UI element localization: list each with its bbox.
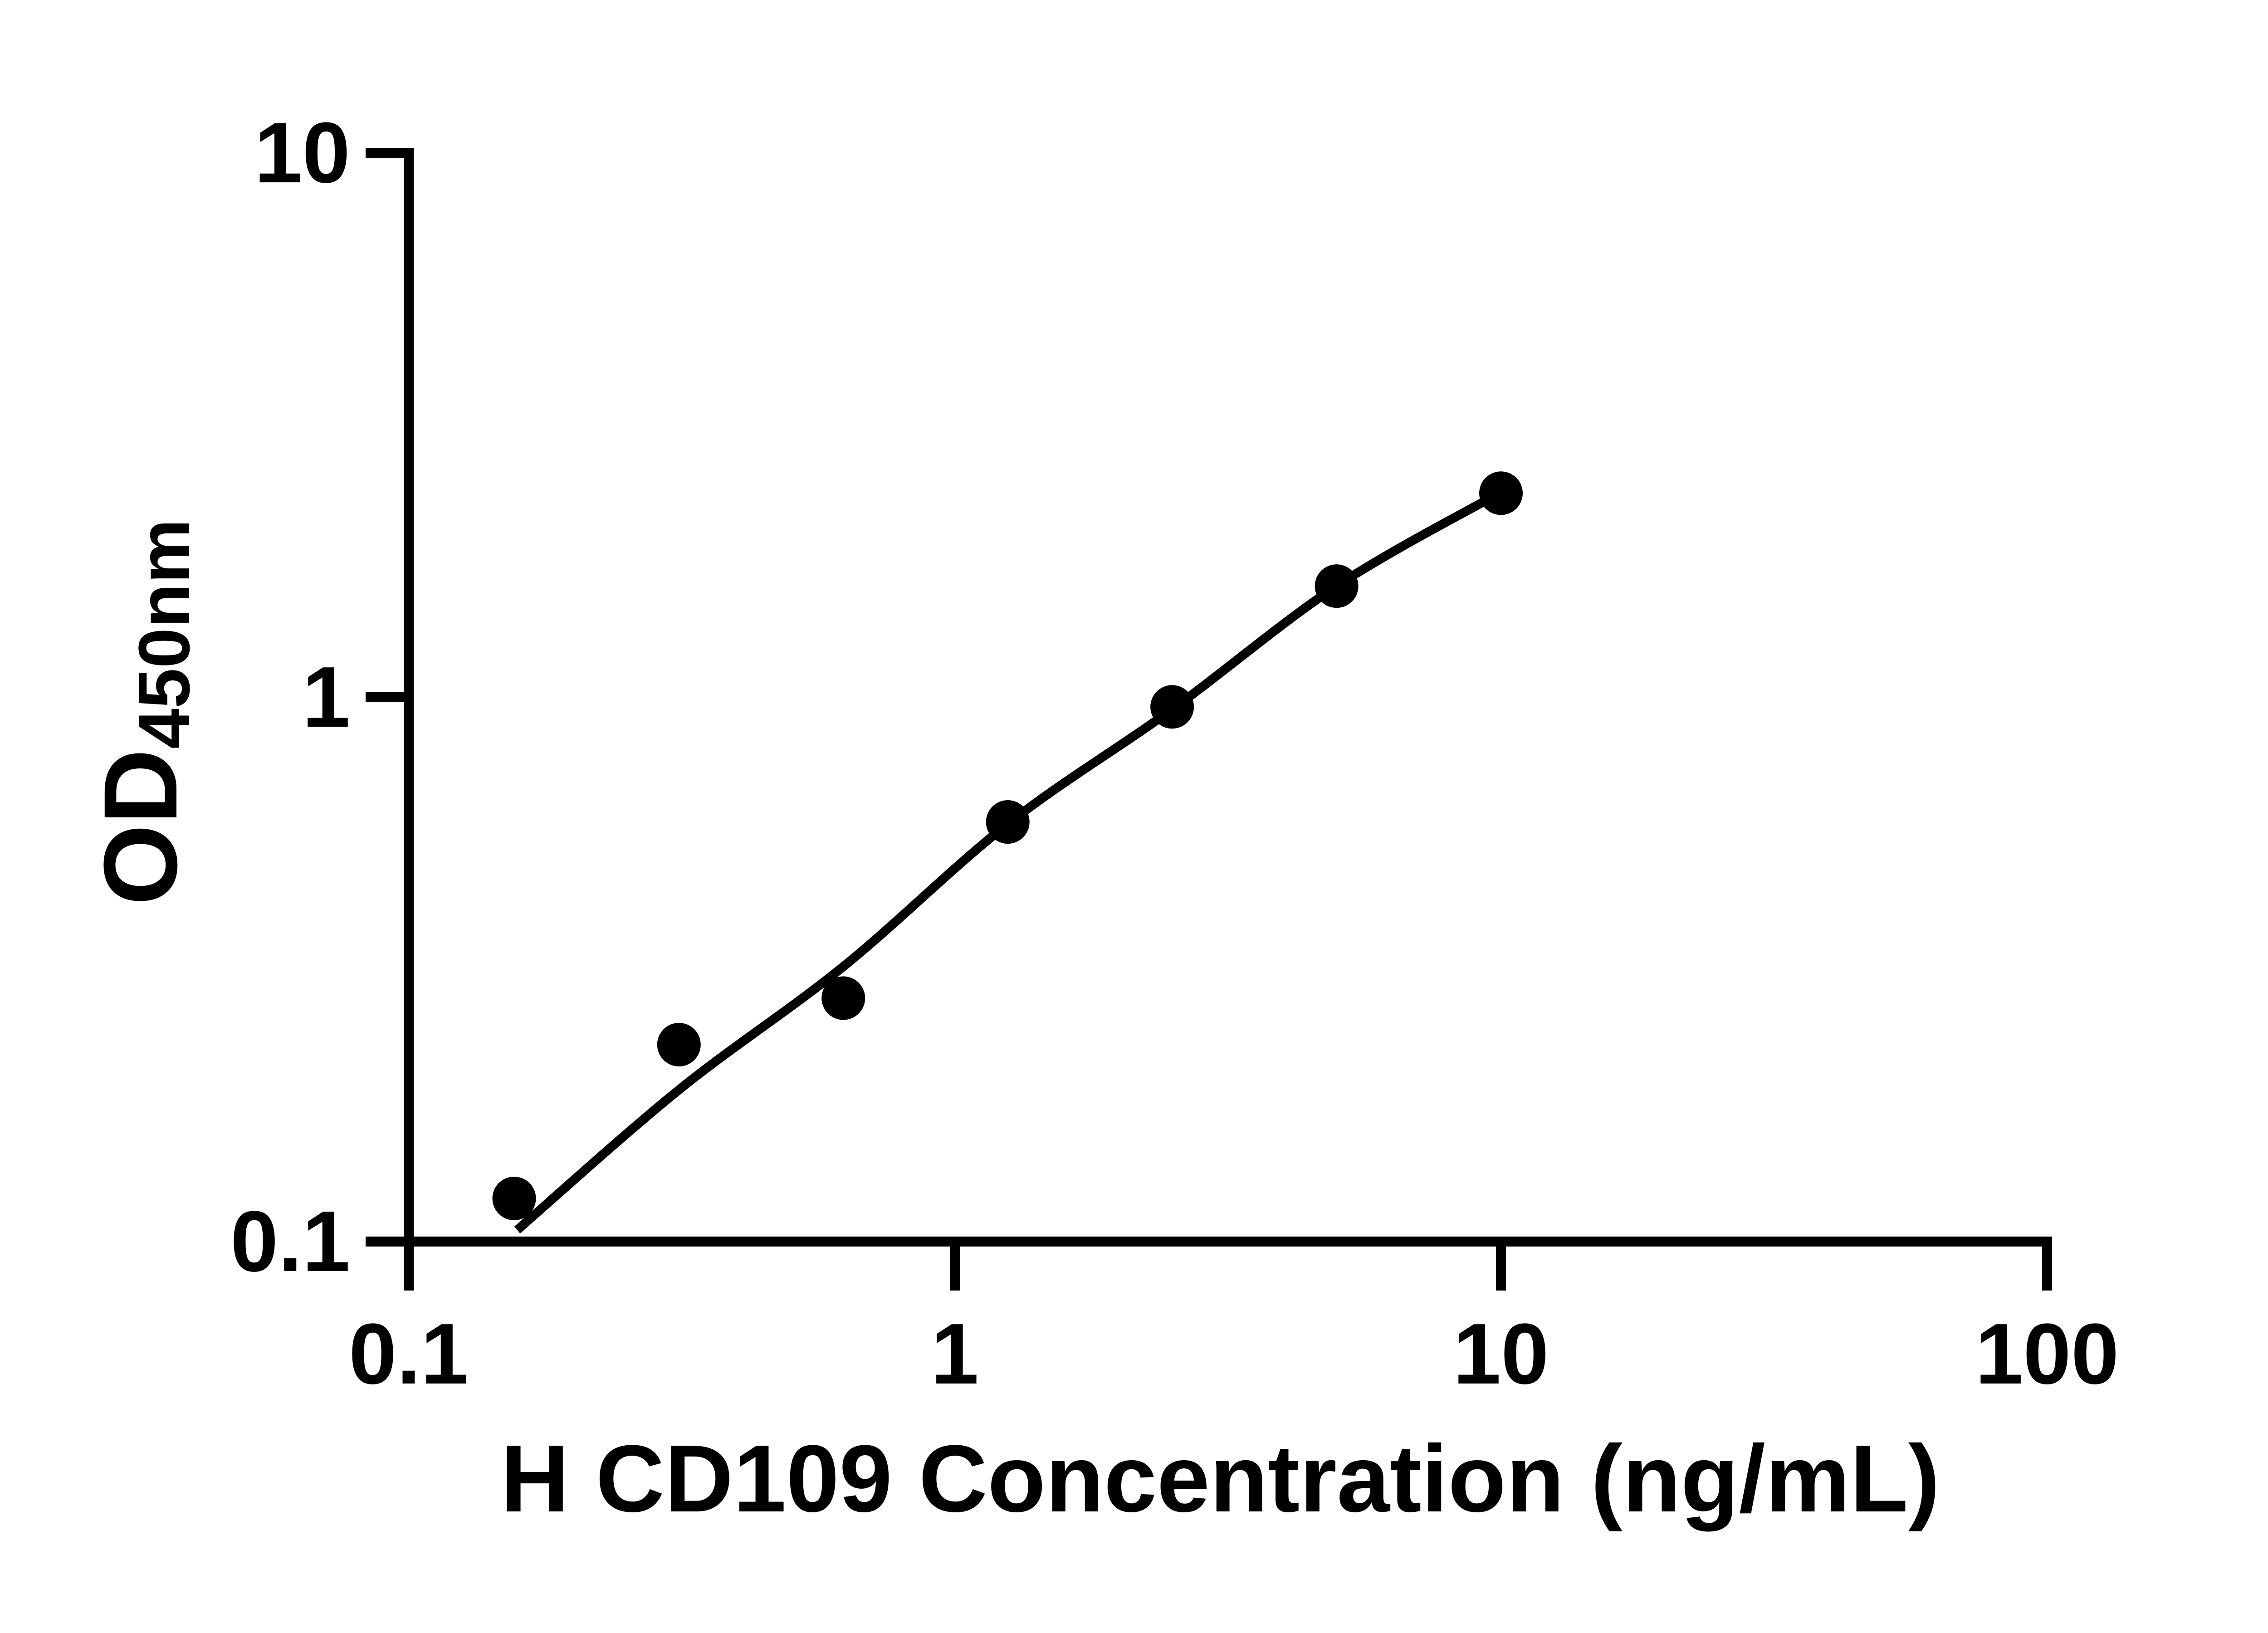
x-tick-0.1 — [404, 1247, 414, 1291]
x-tick-label: 1 — [931, 1306, 979, 1402]
data-point — [821, 976, 865, 1020]
x-tick-label: 100 — [1975, 1306, 2119, 1402]
data-point — [657, 1022, 701, 1066]
data-point — [1479, 471, 1523, 515]
x-tick-1 — [950, 1247, 960, 1291]
x-axis-line — [404, 1237, 2052, 1247]
y-axis-title-main: OD — [82, 748, 199, 905]
y-axis-line — [404, 148, 414, 1247]
x-tick-100 — [2042, 1247, 2052, 1291]
y-tick-1 — [366, 692, 404, 702]
x-tick-label: 10 — [1453, 1306, 1549, 1402]
y-tick-label: 1 — [302, 649, 350, 745]
x-axis-title: H CD109 Concentration (ng/mL) — [500, 1425, 1940, 1532]
data-point — [1150, 685, 1194, 729]
x-tick-10 — [1496, 1247, 1506, 1291]
x-tick-label: 0.1 — [348, 1306, 469, 1402]
y-axis-title-subscript: 450nm — [123, 519, 205, 749]
y-tick-label: 0.1 — [230, 1193, 350, 1290]
data-point — [492, 1177, 536, 1220]
y-tick-10 — [366, 148, 404, 158]
data-point — [986, 800, 1030, 844]
fit-curve-line — [514, 488, 1503, 1234]
y-axis-title: OD450nm — [82, 519, 205, 905]
y-tick-0.1 — [366, 1237, 404, 1247]
data-point — [1315, 564, 1359, 608]
y-tick-label: 10 — [254, 105, 350, 201]
